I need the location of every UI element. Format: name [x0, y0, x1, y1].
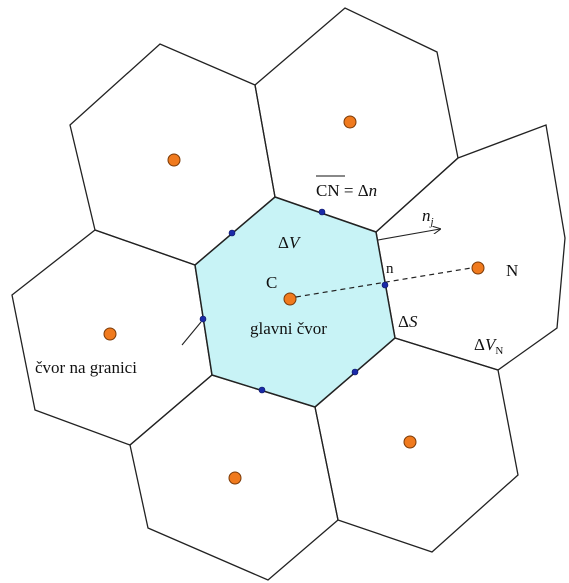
label-c: C	[266, 273, 277, 292]
node-bottom-right	[404, 436, 416, 448]
label-boundary-node: čvor na granici	[35, 358, 137, 377]
label-face-n: n	[386, 261, 394, 277]
node-N	[472, 262, 484, 274]
node-top	[344, 116, 356, 128]
boundary-node-left	[200, 316, 206, 322]
normal-vector-arrow	[378, 229, 440, 240]
boundary-node-pointer-line	[182, 322, 201, 345]
node-C	[284, 293, 296, 305]
cell-right	[376, 125, 565, 370]
node-left	[104, 328, 116, 340]
boundary-node-right	[382, 282, 388, 288]
boundary-node-bottom	[259, 387, 265, 393]
boundary-node-lower-right	[352, 369, 358, 375]
label-delta-s: ΔS	[398, 312, 418, 331]
node-top-left	[168, 154, 180, 166]
label-main-node: glavni čvor	[250, 319, 327, 338]
label-cn-equation: CN = Δn	[316, 176, 377, 200]
label-normal-nj: nj	[422, 206, 434, 228]
label-delta-vn: ΔVN	[474, 335, 503, 357]
label-node-n: N	[506, 261, 518, 280]
boundary-node-upper-left	[229, 230, 235, 236]
svg-text:CN = Δn: CN = Δn	[316, 181, 377, 200]
label-delta-v: ΔV	[278, 233, 302, 252]
boundary-node-top	[319, 209, 325, 215]
node-bottom	[229, 472, 241, 484]
